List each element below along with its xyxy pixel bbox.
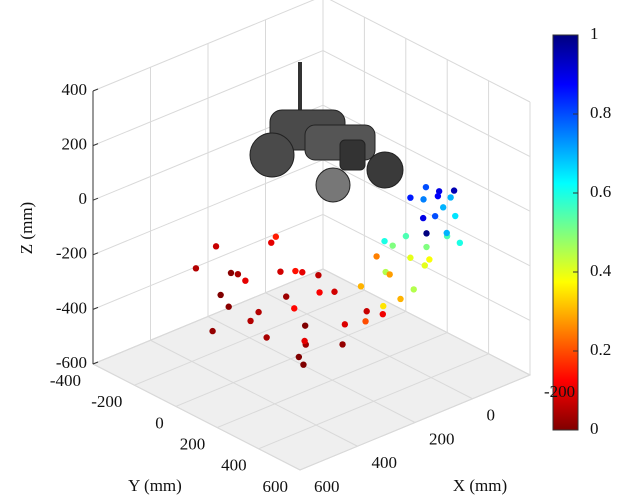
z-tick-label: -400 (56, 298, 87, 317)
point (435, 193, 441, 199)
point (300, 361, 306, 367)
point (403, 233, 409, 239)
y-tick-label: -200 (91, 392, 122, 411)
point (407, 194, 413, 200)
x-tick-label: 400 (372, 453, 398, 472)
colorbar-tick-label: 0.8 (590, 103, 611, 122)
point (301, 338, 307, 344)
colorbar-tick-label: 1 (590, 24, 599, 43)
point (292, 268, 298, 274)
point (342, 321, 348, 327)
z-tick-label: 0 (79, 189, 88, 208)
point (362, 318, 368, 324)
point (277, 269, 283, 275)
y-axis-label: Y (mm) (128, 476, 182, 495)
point (440, 204, 446, 210)
point (193, 265, 199, 271)
point (381, 238, 387, 244)
point (242, 277, 248, 283)
point (268, 240, 274, 246)
point (397, 296, 403, 302)
z-tick (93, 198, 98, 200)
point (273, 234, 279, 240)
point (420, 196, 426, 202)
point (263, 334, 269, 340)
point (364, 308, 370, 314)
point (217, 292, 223, 298)
point (426, 256, 432, 262)
z-tick-label: -600 (56, 353, 87, 372)
point (316, 289, 322, 295)
z-tick (93, 307, 98, 309)
point (387, 271, 393, 277)
point (411, 286, 417, 292)
point (457, 240, 463, 246)
colorbar-tick-label: 0 (590, 419, 599, 438)
point (451, 187, 457, 193)
z-tick-label: 400 (62, 80, 88, 99)
point (407, 255, 413, 261)
point (447, 194, 453, 200)
point (213, 243, 219, 249)
colorbar-tick-label: 0.2 (590, 340, 611, 359)
point (423, 244, 429, 250)
point (302, 322, 308, 328)
point (422, 262, 428, 268)
point (299, 269, 305, 275)
y-tick-label: 600 (263, 477, 289, 496)
colorbar-tick-label: 0.4 (590, 261, 612, 280)
y-tick-label: 200 (180, 435, 206, 454)
y-tick-label: -400 (50, 371, 81, 390)
point (423, 184, 429, 190)
point (452, 213, 458, 219)
point (358, 283, 364, 289)
point (235, 271, 241, 277)
point (331, 289, 337, 295)
point (420, 215, 426, 221)
z-tick-label: -200 (56, 244, 87, 263)
x-tick-label: -200 (544, 382, 575, 401)
point (226, 304, 232, 310)
point (444, 230, 450, 236)
point (255, 309, 261, 315)
point (339, 341, 345, 347)
point (432, 213, 438, 219)
x-tick-label: 200 (429, 429, 455, 448)
x-axis-label: X (mm) (453, 476, 507, 495)
point (228, 270, 234, 276)
point (283, 293, 289, 299)
z-tick (93, 253, 98, 255)
y-tick-label: 400 (221, 456, 247, 475)
point (247, 318, 253, 324)
z-tick (93, 144, 98, 146)
point (315, 272, 321, 278)
x-tick-label: 0 (487, 406, 496, 425)
z-tick-label: 200 (62, 135, 88, 154)
point (380, 303, 386, 309)
z-axis-label: Z (mm) (17, 202, 36, 254)
point (296, 354, 302, 360)
z-tick (93, 89, 98, 91)
point (380, 311, 386, 317)
point (209, 328, 215, 334)
y-tick-label: 0 (155, 413, 164, 432)
point (389, 242, 395, 248)
grid-line (323, 0, 530, 102)
colorbar-tick-label: 0.6 (590, 182, 611, 201)
point (373, 253, 379, 259)
colorbar (553, 35, 578, 430)
x-tick-label: 600 (314, 477, 340, 496)
point (291, 305, 297, 311)
point (423, 230, 429, 236)
chart: Z (mm) Y (mm) X (mm) -2000200400600-400-… (0, 0, 637, 502)
